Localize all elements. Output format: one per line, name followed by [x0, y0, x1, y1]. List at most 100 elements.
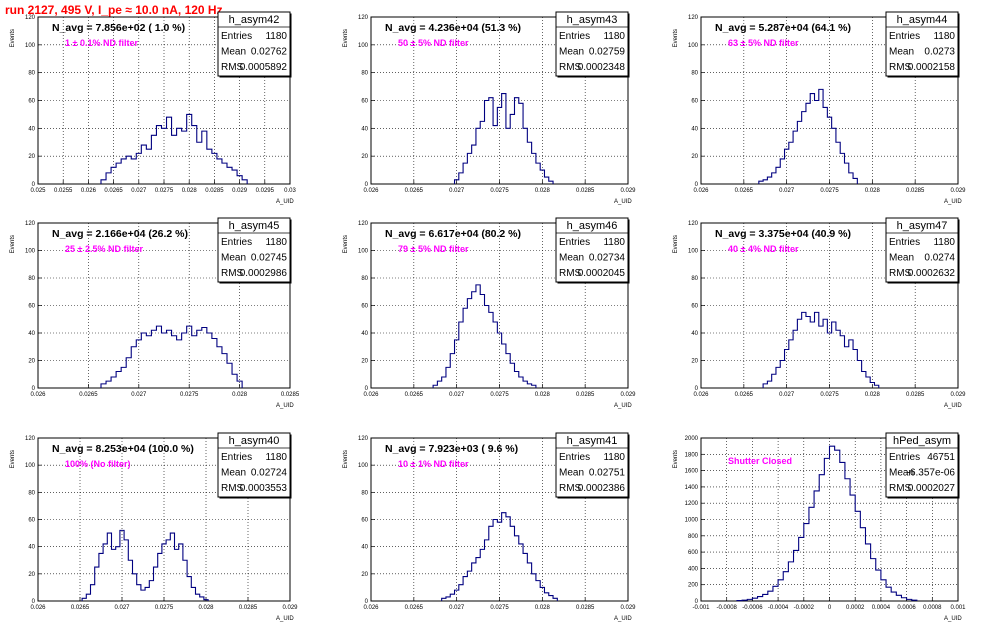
- histogram-bin: [845, 479, 850, 601]
- stats-label: RMS: [889, 62, 912, 73]
- histogram-bin: [506, 517, 510, 601]
- histogram-bin: [819, 475, 824, 601]
- x-axis-label: A_UID: [614, 403, 632, 409]
- stats-box: [885, 11, 959, 77]
- histogram-bin: [101, 180, 106, 184]
- histogram-bin: [758, 597, 763, 601]
- histogram-series: [441, 512, 558, 601]
- histogram-bin: [101, 384, 106, 388]
- y-tick-label: 40: [361, 126, 368, 132]
- histogram-bin: [510, 363, 514, 388]
- histogram-bin: [840, 462, 845, 601]
- x-tick-label: 0.0265: [104, 188, 123, 194]
- y-tick-label: 80: [28, 276, 35, 282]
- stats-box: [217, 217, 291, 283]
- histogram-bin: [187, 577, 191, 601]
- histogram-panel: 0.026 0.0265 0.027 0.0275 0.028 0.0285 0.029 0 2…: [10, 432, 298, 622]
- x-tick-label: 0.0275: [180, 392, 199, 398]
- y-tick-label: 20: [28, 154, 35, 160]
- stats-label: Mean: [221, 468, 246, 479]
- histogram-bin: [455, 180, 459, 184]
- histogram-bin: [183, 560, 187, 601]
- y-tick-label: 1400: [685, 485, 699, 491]
- y-axis-label: Events: [10, 29, 16, 47]
- histogram-bin: [433, 385, 437, 388]
- histogram-bin: [896, 595, 901, 601]
- histogram-bin: [472, 145, 476, 184]
- histogram-bin: [536, 163, 540, 184]
- histogram-bin: [154, 567, 158, 601]
- histogram-bin: [106, 381, 111, 388]
- histogram-bin: [442, 598, 446, 601]
- histogram-bin: [540, 170, 544, 184]
- histogram-bin: [780, 361, 784, 389]
- stats-label: RMS: [889, 483, 912, 494]
- x-tick-label: 0.029: [282, 605, 298, 611]
- histogram-bin: [459, 322, 463, 388]
- histogram-bin: [827, 333, 831, 388]
- hist-name: hPed_asym: [893, 435, 951, 447]
- histogram-bin: [207, 149, 212, 184]
- y-tick-label: 100: [358, 249, 369, 255]
- x-tick-label: 0.027: [131, 392, 147, 398]
- histogram-bin: [853, 178, 857, 184]
- histogram-bin: [814, 491, 819, 601]
- histogram-panel: 0.026 0.0265 0.027 0.0275 0.028 0.0285 0.029 0 2…: [673, 11, 966, 205]
- histogram-bin: [806, 317, 810, 389]
- y-axis-label: Events: [10, 450, 16, 468]
- x-tick-label: 0.0002: [846, 605, 865, 611]
- y-tick-label: 0: [32, 599, 36, 605]
- histogram-series: [432, 284, 537, 388]
- histogram-bin: [844, 347, 848, 388]
- x-tick-label: 0.0275: [155, 605, 174, 611]
- x-tick-label: 0.0265: [735, 392, 754, 398]
- histogram-bin: [455, 340, 459, 388]
- x-tick-label: 0.029: [950, 392, 966, 398]
- stats-value: 0.02734: [589, 253, 626, 264]
- histogram-bin: [177, 340, 182, 388]
- y-tick-label: 1200: [685, 501, 699, 507]
- stats-box: [555, 432, 629, 498]
- histogram-bin: [472, 563, 476, 601]
- histogram-bin: [810, 94, 814, 184]
- histogram-bin: [793, 131, 797, 184]
- x-axis-label: A_UID: [276, 199, 294, 205]
- histogram-bin: [523, 381, 527, 388]
- histogram-bin: [141, 590, 145, 601]
- stats-value: 0.0002632: [908, 268, 956, 279]
- y-tick-label: 100: [358, 463, 369, 469]
- histogram-bin: [121, 159, 126, 184]
- navg-label: N_avg = 4.236e+04 (51.3 %): [385, 22, 521, 34]
- histogram-bin: [212, 153, 217, 184]
- histogram-bin: [136, 153, 141, 184]
- histogram-bin: [467, 153, 471, 184]
- stats-label: RMS: [221, 62, 244, 73]
- histogram-bin: [772, 173, 776, 184]
- x-tick-label: 0.026: [693, 392, 709, 398]
- x-tick-label: 0.028: [182, 188, 198, 194]
- y-tick-label: 120: [25, 15, 36, 21]
- histogram-bin: [162, 544, 166, 601]
- y-tick-label: 0: [32, 182, 36, 188]
- x-tick-label: 0.0275: [820, 188, 839, 194]
- x-tick-label: 0.03: [284, 188, 296, 194]
- histogram-bin: [106, 173, 111, 184]
- histogram-bin: [824, 458, 829, 601]
- histogram-bin: [167, 117, 172, 184]
- x-axis-label: A_UID: [944, 403, 962, 409]
- histogram-bin: [776, 167, 780, 184]
- histogram-bin: [446, 367, 450, 388]
- y-tick-label: 0: [32, 386, 36, 392]
- y-tick-label: 60: [361, 304, 368, 310]
- y-tick-label: 100: [688, 249, 699, 255]
- histogram-bin: [192, 336, 197, 388]
- x-tick-label: 0.027: [449, 188, 465, 194]
- hist-name: h_asym43: [567, 14, 618, 26]
- y-tick-label: 120: [25, 221, 36, 227]
- histogram-bin: [553, 598, 557, 601]
- histogram-panel: 0.026 0.0265 0.027 0.0275 0.028 0.0285 0.029 0 2…: [673, 217, 966, 409]
- histogram-bin: [111, 167, 116, 184]
- histogram-bin: [797, 121, 801, 184]
- x-axis-label: A_UID: [276, 616, 294, 622]
- histogram-bin: [785, 149, 789, 184]
